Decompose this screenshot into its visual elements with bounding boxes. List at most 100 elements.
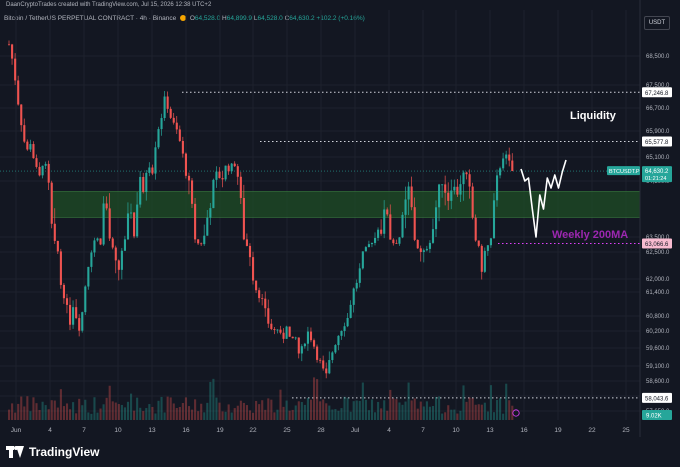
volume-bar [78, 398, 81, 420]
volume-bar [62, 406, 65, 420]
candle [435, 207, 438, 230]
volume-bar [340, 408, 343, 420]
candle [489, 238, 492, 246]
volume-bar [367, 410, 370, 420]
volume-bar [401, 404, 404, 420]
candle [313, 340, 316, 347]
high-value: 64,899.9 [226, 15, 253, 22]
candle [383, 209, 386, 234]
low-value: 64,528.0 [257, 15, 283, 22]
volume-bar [75, 413, 78, 420]
volume-bar [258, 404, 261, 420]
volume-bar [117, 404, 120, 420]
tag-upper-liquidity: 65,577.8 [645, 140, 669, 146]
tag-bottom-liquidity-box [642, 392, 672, 403]
volume-bar [233, 408, 236, 420]
change-value: +102.2 (+0.16%) [316, 15, 365, 22]
price-tick-label: 61,400.0 [646, 290, 670, 296]
volume-bar [291, 409, 294, 420]
currency-button[interactable]: USDT [644, 16, 670, 30]
candle [270, 323, 273, 330]
candle [203, 235, 206, 245]
volume-bar [297, 401, 300, 420]
volume-bar [328, 405, 331, 420]
time-tick-label: 19 [216, 427, 224, 434]
volume-bar [44, 405, 47, 420]
price-chart[interactable]: Liquidity Weekly 200MA 68,500.067,500.06… [0, 0, 680, 437]
time-tick-label: 7 [421, 427, 425, 434]
volume-bar [96, 412, 99, 420]
volume-bar [416, 408, 419, 420]
volume-bar [248, 410, 252, 420]
candle [44, 163, 47, 166]
volume-bar [294, 405, 297, 420]
candle [496, 175, 499, 201]
volume-bar [20, 396, 23, 420]
volume-bar [325, 403, 328, 420]
volume-bars [8, 377, 514, 420]
candle [87, 266, 90, 287]
candle [499, 168, 502, 176]
volume-bar [288, 410, 291, 420]
volume-bar [139, 407, 142, 420]
volume-bar [261, 400, 264, 420]
candle [145, 172, 148, 193]
candle [160, 118, 163, 130]
candle [459, 184, 462, 195]
volume-bar [502, 413, 505, 420]
weekly-200ma-label: Weekly 200MA [552, 229, 628, 241]
candle [486, 245, 489, 251]
candle [245, 239, 248, 246]
volume-bar [386, 410, 389, 420]
candle [38, 166, 41, 176]
volume-bar [191, 409, 194, 420]
volume-bar [505, 383, 508, 420]
time-tick-label: 13 [148, 427, 156, 434]
volume-bar [47, 409, 50, 420]
volume-bar [392, 398, 395, 420]
candle [370, 242, 374, 245]
time-tick-label: 25 [622, 427, 630, 434]
volume-bar [35, 403, 38, 420]
candle [413, 207, 416, 240]
candle [93, 240, 96, 253]
candle [78, 318, 81, 331]
candle [410, 186, 413, 208]
candle [319, 359, 322, 361]
candle [69, 304, 72, 325]
volume-bar [334, 409, 337, 420]
candle [349, 304, 352, 318]
candle [194, 203, 197, 240]
candle [377, 229, 380, 238]
candle [53, 223, 56, 241]
symbol-name[interactable]: Bitcoin / TetherUS PERPETUAL CONTRACT · … [4, 15, 177, 22]
volume-bar [511, 405, 514, 420]
branding-text: TradingView [29, 445, 100, 459]
volume-bar [87, 412, 90, 420]
candle [303, 343, 306, 347]
candle [108, 208, 111, 239]
volume-bar [252, 412, 255, 420]
time-tick-label: 22 [249, 427, 257, 434]
volume-bar [145, 408, 148, 420]
candle [117, 260, 120, 270]
volume-tag: 9.02K [646, 414, 662, 420]
candle [248, 245, 252, 258]
volume-bar [425, 401, 428, 420]
candle [483, 250, 486, 272]
candle [398, 237, 401, 244]
volume-bar [273, 412, 276, 420]
time-tick-label: 4 [387, 427, 391, 434]
candle [374, 237, 377, 243]
volume-bar [255, 400, 258, 420]
volume-bar [17, 403, 20, 420]
event-marker-icon [512, 409, 520, 417]
price-tick-label: 63,500.0 [646, 235, 670, 241]
tradingview-logo[interactable]: TradingView [6, 443, 99, 461]
volume-bar [84, 399, 87, 420]
volume-bar [316, 379, 319, 420]
time-tick-label: 16 [520, 427, 528, 434]
candle [212, 179, 215, 209]
volume-bar [380, 408, 383, 420]
candle [157, 129, 160, 148]
